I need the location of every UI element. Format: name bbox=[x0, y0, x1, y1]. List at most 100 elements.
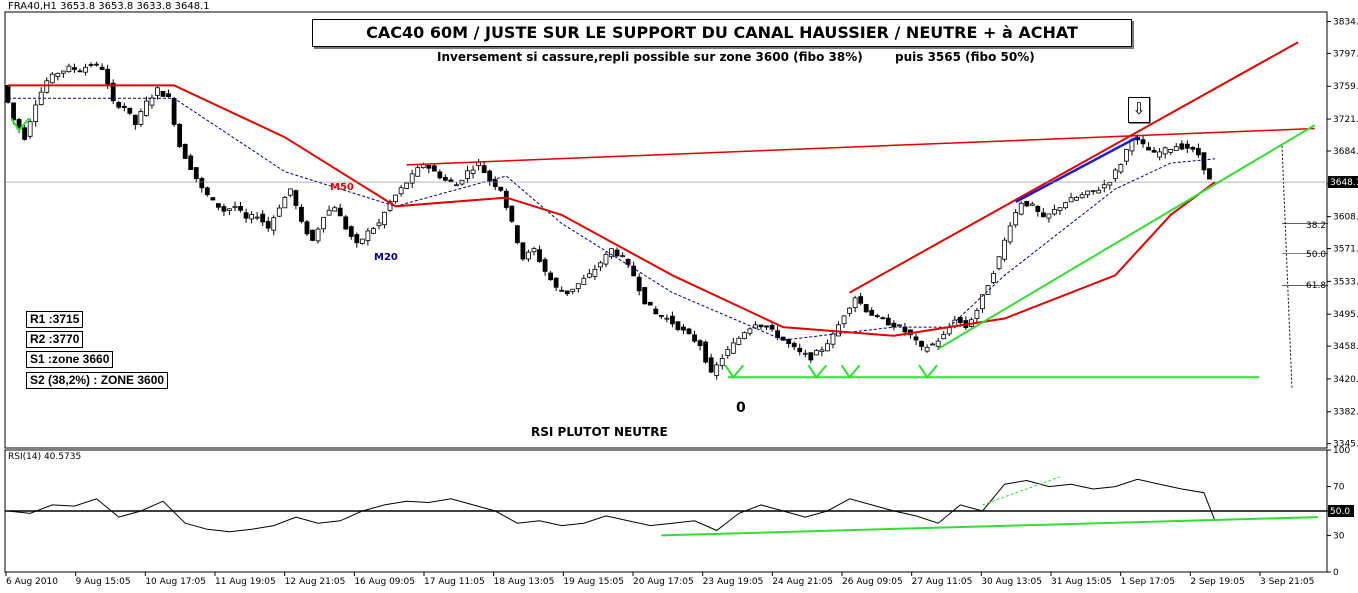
candle-body bbox=[254, 216, 260, 219]
candle-body bbox=[88, 64, 94, 66]
candle-body bbox=[1002, 239, 1008, 260]
candle-body bbox=[276, 207, 282, 217]
time-axis: 6 Aug 2010 9 Aug 15:05 10 Aug 17:05 11 Aug … bbox=[5, 572, 1314, 587]
candle-body bbox=[160, 91, 166, 97]
candle-body bbox=[1140, 139, 1146, 145]
rsi-trend-line bbox=[661, 516, 1319, 537]
candle-body bbox=[675, 321, 681, 331]
rsi-label: RSI(14) 40.5735 bbox=[8, 452, 82, 462]
candle-body bbox=[1151, 149, 1157, 153]
candle-body bbox=[1013, 212, 1019, 226]
candle-body bbox=[348, 226, 354, 237]
candle-body bbox=[1184, 143, 1190, 149]
price-tick-label: 3797.0 bbox=[1333, 49, 1358, 59]
candle-body bbox=[520, 242, 526, 260]
candle-body bbox=[681, 326, 686, 331]
candle-body bbox=[559, 289, 565, 292]
v-bottom-mark bbox=[807, 364, 828, 379]
candle-body bbox=[553, 277, 559, 288]
candle-body bbox=[1107, 182, 1113, 186]
candle-body bbox=[1068, 197, 1074, 203]
candle-body bbox=[210, 197, 216, 201]
rsi-tick-label: 0 bbox=[1333, 568, 1339, 578]
candle-body bbox=[415, 167, 421, 177]
time-tick-label: 31 Aug 15:05 bbox=[1051, 577, 1112, 587]
candle-body bbox=[1096, 189, 1102, 194]
candle-body bbox=[1124, 149, 1129, 162]
candle-body bbox=[72, 67, 77, 70]
channel-lower-line bbox=[937, 124, 1316, 350]
candle-body bbox=[1029, 203, 1035, 206]
candle-body bbox=[874, 315, 880, 317]
candle-body bbox=[747, 328, 753, 334]
candle-body bbox=[33, 104, 39, 122]
time-tick-label: 26 Aug 09:05 bbox=[842, 577, 903, 587]
candle-body bbox=[1052, 209, 1057, 215]
candle-body bbox=[764, 325, 769, 328]
candle-body bbox=[919, 340, 924, 347]
candle-body bbox=[398, 187, 404, 195]
rsi-dash-line bbox=[982, 476, 1061, 506]
price-tick-label: 3495.0 bbox=[1333, 310, 1358, 320]
candle-body bbox=[592, 269, 598, 277]
main-panel-border bbox=[4, 11, 1328, 449]
price-tick-label: 3458.0 bbox=[1333, 342, 1358, 352]
time-tick-label: 19 Aug 15:05 bbox=[563, 577, 624, 587]
candle-body bbox=[171, 97, 177, 125]
candle-body bbox=[1118, 164, 1124, 173]
candle-body bbox=[22, 127, 28, 140]
rsi-tick-label: 100 bbox=[1333, 446, 1350, 456]
candle-body bbox=[127, 107, 133, 114]
candle-body bbox=[393, 194, 398, 203]
candle-body bbox=[155, 87, 160, 96]
candle-body bbox=[315, 228, 321, 242]
candle-body bbox=[332, 207, 338, 212]
candle-body bbox=[775, 330, 781, 338]
price-tick-label: 3608.0 bbox=[1333, 213, 1358, 223]
time-tick-label: 2 Sep 19:05 bbox=[1190, 577, 1244, 587]
price-tick-label: 3834.0 bbox=[1333, 17, 1358, 27]
candle-body bbox=[1157, 151, 1163, 158]
candle-body bbox=[631, 265, 637, 277]
rsi-plot bbox=[5, 476, 1327, 537]
candle-body bbox=[603, 253, 609, 265]
candle-body bbox=[852, 297, 858, 308]
candle-body bbox=[664, 317, 670, 320]
candle-body bbox=[708, 357, 714, 373]
price-tick-label: 3721.0 bbox=[1333, 115, 1358, 125]
candle-body bbox=[985, 285, 991, 295]
candle-body bbox=[819, 349, 825, 352]
candle-body bbox=[55, 72, 61, 77]
candle-body bbox=[326, 209, 332, 216]
subtitle-b: puis 3565 (fibo 50%) bbox=[895, 50, 1035, 64]
v-bottom-mark bbox=[918, 364, 938, 379]
candle-body bbox=[5, 85, 11, 103]
candle-body bbox=[813, 350, 819, 356]
time-tick-label: 27 Aug 11:05 bbox=[912, 577, 973, 587]
candle-body bbox=[282, 197, 288, 209]
candle-body bbox=[166, 93, 171, 98]
candle-body bbox=[365, 230, 371, 241]
candle-body bbox=[492, 179, 498, 187]
candle-body bbox=[863, 304, 869, 313]
v-bottom-mark bbox=[724, 364, 745, 379]
m50-label: M50 bbox=[330, 182, 354, 193]
rsi-tick-label: 30 bbox=[1333, 531, 1345, 541]
candle-body bbox=[487, 170, 493, 182]
candle-body bbox=[537, 249, 542, 262]
candle-body bbox=[996, 256, 1002, 270]
candle-body bbox=[736, 337, 742, 345]
candle-body bbox=[1168, 149, 1174, 153]
candle-body bbox=[60, 70, 66, 74]
candle-body bbox=[1007, 225, 1013, 243]
candle-body bbox=[354, 234, 360, 244]
fibo-line bbox=[1281, 145, 1293, 390]
rsi-line bbox=[7, 478, 1216, 533]
candle-body bbox=[177, 123, 183, 147]
candle-body bbox=[598, 262, 603, 268]
candle-body bbox=[1162, 147, 1168, 155]
candle-body bbox=[299, 206, 304, 222]
candle-body bbox=[769, 324, 775, 330]
candle-body bbox=[725, 349, 731, 357]
level-s1: S1 :zone 3660 bbox=[26, 351, 114, 368]
